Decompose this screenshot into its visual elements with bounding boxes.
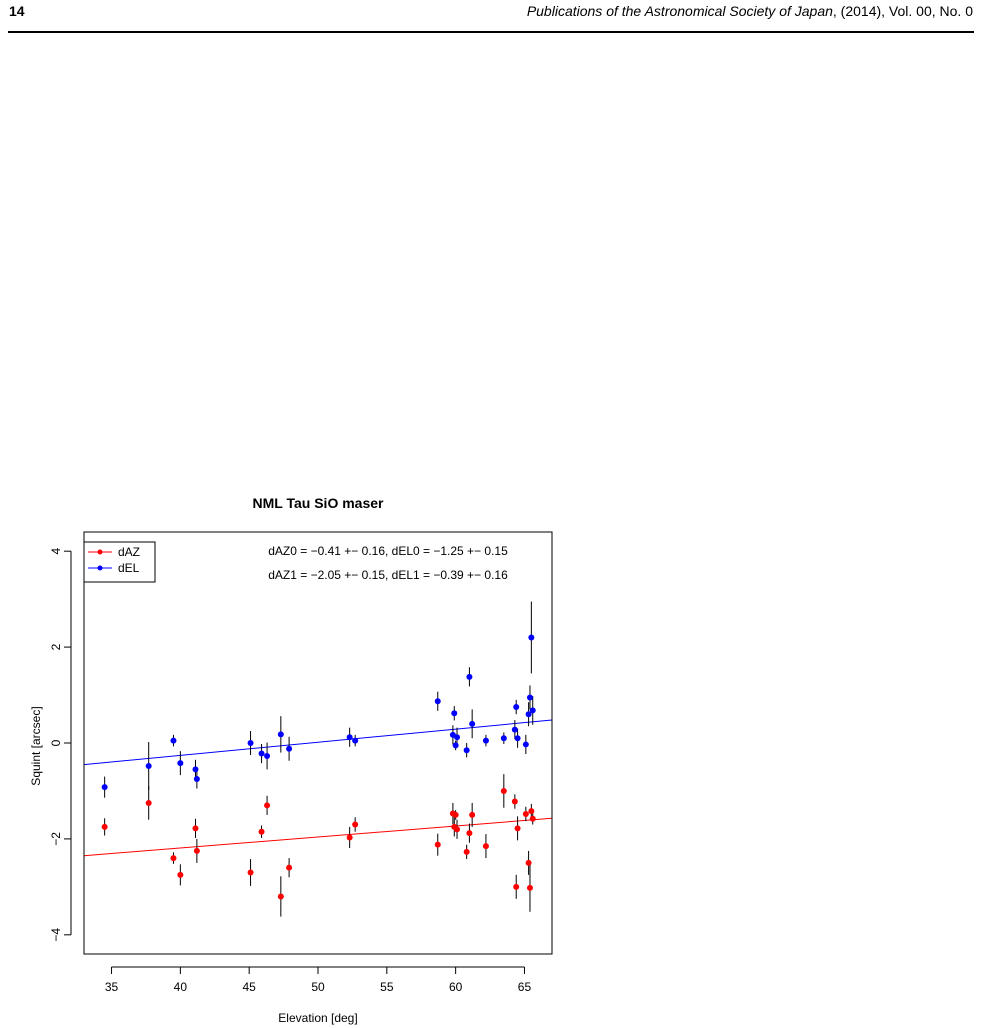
fit-annotation-1: dAZ0 = −0.41 +− 0.16, dEL0 = −1.25 +− 0.… — [268, 544, 508, 558]
del-point — [514, 735, 521, 742]
x-axis: 35 40 45 50 55 60 65 — [105, 966, 532, 994]
y-axis: −4 −2 0 2 4 — [49, 548, 72, 942]
y-axis-label: Squint [arcsec] — [29, 706, 43, 785]
y-tick-label: −4 — [49, 928, 63, 942]
del-point — [529, 707, 536, 714]
daz-point — [529, 815, 536, 822]
page-header: 14 Publications of the Astronomical Soci… — [0, 0, 981, 34]
daz-point — [469, 811, 476, 818]
del-point — [454, 734, 461, 741]
daz-point — [454, 826, 461, 833]
daz-point — [101, 823, 108, 830]
del-point — [286, 745, 293, 752]
squint-scatter-chart: NML Tau SiO maser Elevation [deg] Squint… — [29, 495, 553, 1025]
x-axis-label: Elevation [deg] — [278, 1011, 357, 1025]
daz-point — [286, 864, 293, 871]
daz-point — [526, 884, 533, 891]
legend-marker — [97, 549, 103, 555]
daz-point — [247, 869, 254, 876]
del-point — [452, 742, 459, 749]
daz-point — [463, 848, 470, 855]
error-bars — [104, 601, 534, 917]
del-point — [177, 760, 184, 767]
daz-point — [177, 871, 184, 878]
chart-title: NML Tau SiO maser — [253, 495, 385, 511]
daz-point — [145, 799, 152, 806]
daz-point — [258, 828, 265, 835]
del-point — [170, 737, 177, 744]
daz-point — [434, 841, 441, 848]
legend-marker — [97, 565, 103, 571]
data-points — [101, 634, 536, 900]
del-point — [352, 737, 359, 744]
y-tick-label: 0 — [49, 739, 63, 746]
daz-point — [511, 798, 518, 805]
del-fit-line — [83, 719, 553, 766]
legend: dAZ dEL — [83, 541, 156, 583]
plot-frame — [83, 531, 553, 955]
y-tick-label: −2 — [49, 832, 63, 846]
del-point — [264, 752, 271, 759]
x-tick-label: 45 — [242, 980, 256, 994]
del-point — [482, 737, 489, 744]
daz-point — [264, 802, 271, 809]
daz-point — [346, 834, 353, 841]
del-point — [466, 673, 473, 680]
legend-box — [83, 541, 156, 583]
del-point — [346, 734, 353, 741]
del-point — [193, 775, 200, 782]
del-point — [101, 784, 108, 791]
del-point — [469, 720, 476, 727]
daz-point — [482, 843, 489, 850]
x-tick-label: 55 — [380, 980, 394, 994]
y-tick-label: 4 — [49, 548, 63, 555]
header-rule — [8, 31, 974, 33]
daz-point — [513, 883, 520, 890]
del-point — [277, 731, 284, 738]
daz-point — [170, 855, 177, 862]
del-point — [528, 634, 535, 641]
daz-point — [522, 810, 529, 817]
daz-point — [466, 830, 473, 837]
del-point — [192, 766, 199, 773]
x-tick-label: 40 — [174, 980, 188, 994]
daz-point — [452, 811, 459, 818]
running-title: Publications of the Astronomical Society… — [527, 3, 973, 19]
page-number: 14 — [9, 3, 25, 19]
legend-label: dEL — [118, 561, 140, 575]
daz-point — [277, 893, 284, 900]
journal-citation: , (2014), Vol. 00, No. 0 — [832, 3, 973, 19]
del-point — [247, 740, 254, 746]
x-tick-label: 50 — [311, 980, 325, 994]
del-point — [463, 747, 470, 754]
del-point — [434, 698, 441, 705]
fit-lines — [83, 719, 553, 857]
del-point — [258, 750, 265, 757]
daz-point — [514, 825, 521, 832]
del-point — [511, 726, 518, 733]
legend-label: dAZ — [118, 545, 140, 559]
del-point — [526, 694, 533, 701]
y-tick-label: 2 — [49, 643, 63, 650]
del-point — [500, 735, 507, 742]
x-tick-label: 65 — [518, 980, 532, 994]
daz-fit-line — [83, 817, 553, 857]
del-point — [522, 741, 529, 748]
daz-point — [193, 847, 200, 854]
daz-point — [192, 825, 199, 832]
journal-name: Publications of the Astronomical Society… — [526, 3, 833, 19]
daz-point — [352, 821, 359, 828]
daz-point — [528, 808, 535, 815]
daz-point — [500, 787, 507, 794]
x-tick-label: 60 — [449, 980, 463, 994]
daz-point — [525, 859, 532, 866]
fit-annotation-2: dAZ1 = −2.05 +− 0.15, dEL1 = −0.39 +− 0.… — [268, 568, 508, 582]
del-point — [513, 704, 520, 711]
del-point — [145, 763, 152, 770]
x-tick-label: 35 — [105, 980, 119, 994]
del-point — [451, 710, 458, 717]
del-point — [525, 711, 532, 718]
